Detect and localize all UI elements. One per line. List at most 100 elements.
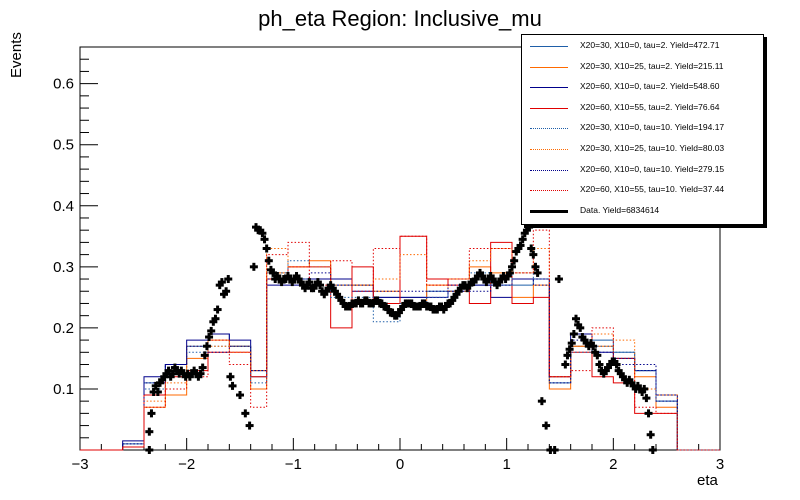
data-point <box>226 372 235 381</box>
series-line <box>80 272 720 451</box>
data-point <box>207 326 216 335</box>
legend-label: X20=30, X10=0, tau=2. Yield=472.71 <box>580 40 720 50</box>
data-point <box>222 287 231 296</box>
data-point <box>589 342 598 351</box>
legend-entry: X20=30, X10=25, tau=10. Yield=80.03 <box>522 140 763 160</box>
data-point <box>554 275 563 284</box>
y-tick-label: 0.6 <box>53 76 74 93</box>
data-point <box>249 262 258 271</box>
x-tick-label: 1 <box>502 456 510 473</box>
data-markers <box>145 223 657 454</box>
data-point <box>262 244 271 253</box>
data-point <box>316 281 324 290</box>
legend-label: Data. Yield=6834614 <box>580 204 660 215</box>
data-point <box>145 446 154 454</box>
data-point <box>537 397 546 406</box>
legend-label: X20=30, X10=25, tau=10. Yield=80.03 <box>580 143 725 153</box>
data-point <box>569 329 578 338</box>
data-point <box>269 268 278 277</box>
data-point <box>644 409 653 418</box>
y-tick-label: 0.5 <box>53 137 74 154</box>
legend-entry: Data. Yield=6834614 <box>522 202 763 222</box>
data-point <box>593 351 602 360</box>
x-tick-label: −1 <box>285 456 302 473</box>
legend-entry: X20=60, X10=55, tau=10. Yield=37.44 <box>522 181 763 201</box>
data-point <box>561 360 570 369</box>
y-tick-label: 0.3 <box>53 259 74 276</box>
data-point <box>224 275 233 284</box>
legend-swatch <box>530 128 568 130</box>
series-line <box>80 248 720 451</box>
legend-entry: X20=30, X10=0, tau=2. Yield=472.71 <box>522 37 763 57</box>
data-point <box>529 250 538 259</box>
legend-entry: X20=60, X10=55, tau=2. Yield=76.64 <box>522 99 763 119</box>
x-tick-label: −2 <box>178 456 195 473</box>
data-point <box>151 381 160 390</box>
legend-label: X20=30, X10=25, tau=2. Yield=215.11 <box>580 60 724 71</box>
data-point <box>202 342 211 351</box>
legend-entry: X20=30, X10=0, tau=10. Yield=194.17 <box>522 119 763 139</box>
data-point <box>533 268 542 277</box>
data-point <box>646 430 655 439</box>
series-layer <box>80 229 720 451</box>
legend-label: X20=30, X10=0, tau=10. Yield=194.17 <box>580 122 725 133</box>
tick-labels: −3 −2 −1 0 1 2 3 0.1 0.2 0.3 0.4 0.5 0.6 <box>53 76 724 473</box>
data-point <box>576 323 585 332</box>
data-point <box>241 409 250 418</box>
x-tick-label: 0 <box>396 456 404 473</box>
legend-swatch <box>530 46 568 47</box>
data-point <box>595 360 604 369</box>
data-point <box>531 262 540 271</box>
legend-label: X20=60, X10=55, tau=10. Yield=37.44 <box>580 184 725 195</box>
data-point <box>642 394 651 403</box>
legend-swatch <box>530 66 568 68</box>
x-tick-label: −3 <box>71 456 88 473</box>
chart-title: ph_eta Region: Inclusive_mu <box>258 6 542 31</box>
data-point <box>612 360 621 369</box>
data-point <box>228 381 237 390</box>
y-axis-label: Events <box>8 32 25 78</box>
data-point <box>516 241 525 250</box>
data-point <box>510 256 519 265</box>
y-tick-label: 0.2 <box>53 320 74 337</box>
data-point <box>508 262 516 271</box>
legend-swatch <box>530 169 568 171</box>
data-point <box>505 268 514 277</box>
legend-label: X20=60, X10=0, tau=10. Yield=279.15 <box>580 163 725 174</box>
data-point <box>563 351 572 360</box>
data-point <box>205 333 214 342</box>
legend-label: X20=60, X10=55, tau=2. Yield=76.64 <box>580 101 720 112</box>
data-point <box>145 427 154 436</box>
data-point <box>648 446 657 454</box>
legend-swatch <box>530 107 568 109</box>
series-line <box>80 229 720 451</box>
legend: X20=30, X10=0, tau=2. Yield=472.71 X20=30… <box>521 34 764 225</box>
data-point <box>153 387 162 396</box>
data-point <box>518 235 527 244</box>
legend-entry: X20=30, X10=25, tau=2. Yield=215.11 <box>522 58 763 78</box>
data-point <box>198 363 207 372</box>
data-point <box>164 366 173 375</box>
legend-swatch <box>530 190 568 192</box>
y-tick-label: 0.1 <box>53 381 74 398</box>
legend-entry: X20=60, X10=0, tau=2. Yield=548.60 <box>522 78 763 98</box>
data-point <box>217 278 226 287</box>
series-line <box>80 260 720 451</box>
legend-swatch <box>530 87 568 89</box>
data-point <box>550 446 559 454</box>
legend-swatch <box>530 149 568 150</box>
data-point <box>196 369 205 378</box>
data-point <box>260 235 269 244</box>
data-point <box>264 256 273 265</box>
data-point <box>542 421 551 430</box>
data-point <box>527 244 536 253</box>
data-point <box>258 229 267 238</box>
legend-label: X20=60, X10=0, tau=2. Yield=548.60 <box>580 81 720 92</box>
x-axis-label: eta <box>697 472 718 489</box>
x-tick-label: 3 <box>716 456 724 473</box>
data-point <box>572 314 580 323</box>
data-point <box>213 305 222 314</box>
data-point <box>236 391 244 400</box>
data-point <box>200 351 209 360</box>
